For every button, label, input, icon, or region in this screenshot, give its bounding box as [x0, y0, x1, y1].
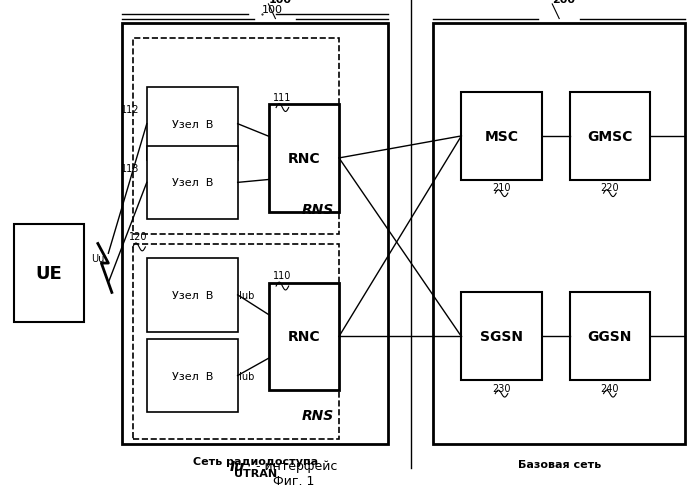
Text: 220: 220 — [600, 183, 619, 193]
Text: Uu: Uu — [91, 254, 104, 264]
Text: GGSN: GGSN — [588, 330, 632, 344]
Text: Iub: Iub — [239, 371, 254, 381]
Text: 100: 100 — [262, 5, 283, 15]
FancyBboxPatch shape — [133, 39, 339, 234]
Text: 113: 113 — [122, 163, 140, 173]
Text: RNC: RNC — [288, 152, 320, 165]
FancyBboxPatch shape — [147, 259, 238, 332]
FancyBboxPatch shape — [269, 105, 339, 212]
Text: 112: 112 — [122, 105, 140, 115]
Text: UTRAN: UTRAN — [233, 468, 277, 478]
Text: 200: 200 — [552, 0, 575, 5]
Text: Узел  B: Узел B — [171, 120, 213, 129]
FancyBboxPatch shape — [133, 244, 339, 439]
Text: Сеть радиодоступа: Сеть радиодоступа — [192, 456, 318, 466]
FancyBboxPatch shape — [122, 24, 388, 444]
Text: 111: 111 — [273, 93, 291, 102]
FancyBboxPatch shape — [570, 293, 650, 381]
FancyBboxPatch shape — [433, 24, 685, 444]
Text: 240: 240 — [600, 383, 619, 393]
Text: - интерфейс: - интерфейс — [252, 460, 337, 472]
Text: Узел  B: Узел B — [171, 371, 213, 381]
Text: Iub: Iub — [239, 290, 254, 300]
FancyBboxPatch shape — [269, 283, 339, 390]
Text: 230: 230 — [492, 383, 511, 393]
FancyBboxPatch shape — [461, 93, 542, 181]
Text: SGSN: SGSN — [480, 330, 523, 344]
FancyBboxPatch shape — [147, 339, 238, 412]
Text: GMSC: GMSC — [587, 130, 633, 143]
Text: UE: UE — [36, 264, 62, 282]
Text: Узел  B: Узел B — [171, 178, 213, 188]
FancyBboxPatch shape — [147, 146, 238, 220]
Text: Базовая сеть: Базовая сеть — [517, 459, 601, 468]
Text: 100: 100 — [268, 0, 291, 5]
FancyBboxPatch shape — [147, 88, 238, 161]
Text: 210: 210 — [492, 183, 511, 193]
Text: RNS: RNS — [302, 203, 334, 217]
FancyBboxPatch shape — [461, 293, 542, 381]
Text: RNS: RNS — [302, 408, 334, 422]
Text: 110: 110 — [273, 271, 291, 281]
Text: Фиг. 1: Фиг. 1 — [273, 474, 315, 487]
FancyBboxPatch shape — [14, 224, 84, 322]
Text: Узел  B: Узел B — [171, 290, 213, 300]
FancyBboxPatch shape — [570, 93, 650, 181]
Text: MSC: MSC — [484, 130, 519, 143]
Text: 120: 120 — [129, 232, 147, 242]
Text: RNC: RNC — [288, 330, 320, 344]
Text: Iu: Iu — [230, 459, 245, 473]
